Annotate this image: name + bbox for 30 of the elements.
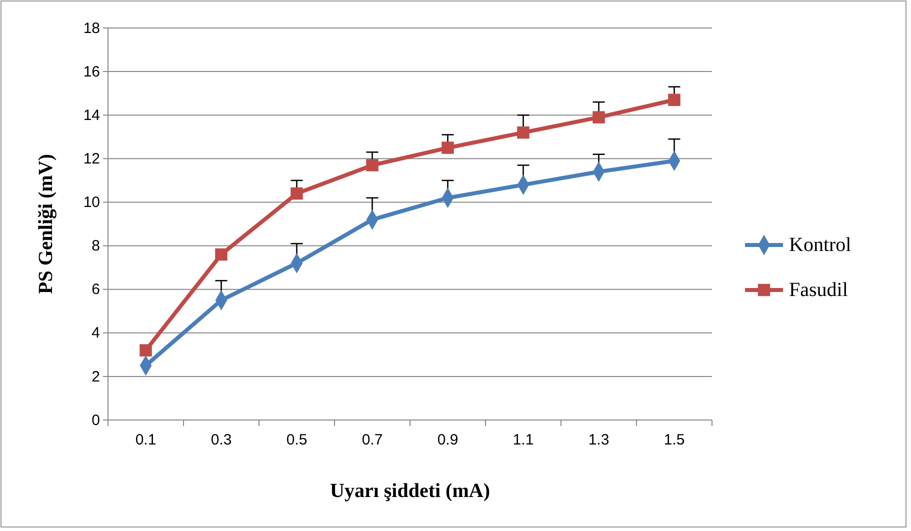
legend-label: Kontrol xyxy=(789,234,852,256)
legend-label: Fasudil xyxy=(789,279,848,301)
y-tick-label: 6 xyxy=(92,281,100,298)
point xyxy=(592,111,605,124)
x-tick-label: 0.5 xyxy=(286,432,308,449)
x-tick-label: 1.1 xyxy=(512,432,534,449)
y-tick-label: 0 xyxy=(92,412,100,429)
y-tick-label: 2 xyxy=(92,368,100,386)
y-tick-label: 8 xyxy=(92,238,100,255)
x-tick-label: 0.7 xyxy=(362,432,383,449)
x-tick-label: 0.1 xyxy=(135,432,156,449)
y-tick-label: 4 xyxy=(92,324,100,342)
x-tick-label: 1.3 xyxy=(588,432,610,449)
y-tick-label: 18 xyxy=(83,20,100,37)
y-tick-label: 16 xyxy=(83,63,100,80)
x-tick-label: 1.5 xyxy=(664,432,685,449)
x-tick-label: 0.3 xyxy=(210,432,232,449)
x-axis-title: Uyarı şiddeti (mA) xyxy=(330,480,490,502)
point xyxy=(517,126,530,139)
point xyxy=(442,142,454,154)
point xyxy=(140,344,152,356)
point xyxy=(668,94,680,106)
point xyxy=(215,248,228,261)
point xyxy=(366,159,378,172)
y-tick-label: 14 xyxy=(83,106,100,124)
y-axis-title: PS Genliği (mV) xyxy=(35,154,57,294)
x-tick-label: 0.9 xyxy=(437,432,458,449)
point xyxy=(290,187,303,200)
y-tick-label: 10 xyxy=(83,194,100,212)
y-tick-label: 12 xyxy=(83,150,100,168)
